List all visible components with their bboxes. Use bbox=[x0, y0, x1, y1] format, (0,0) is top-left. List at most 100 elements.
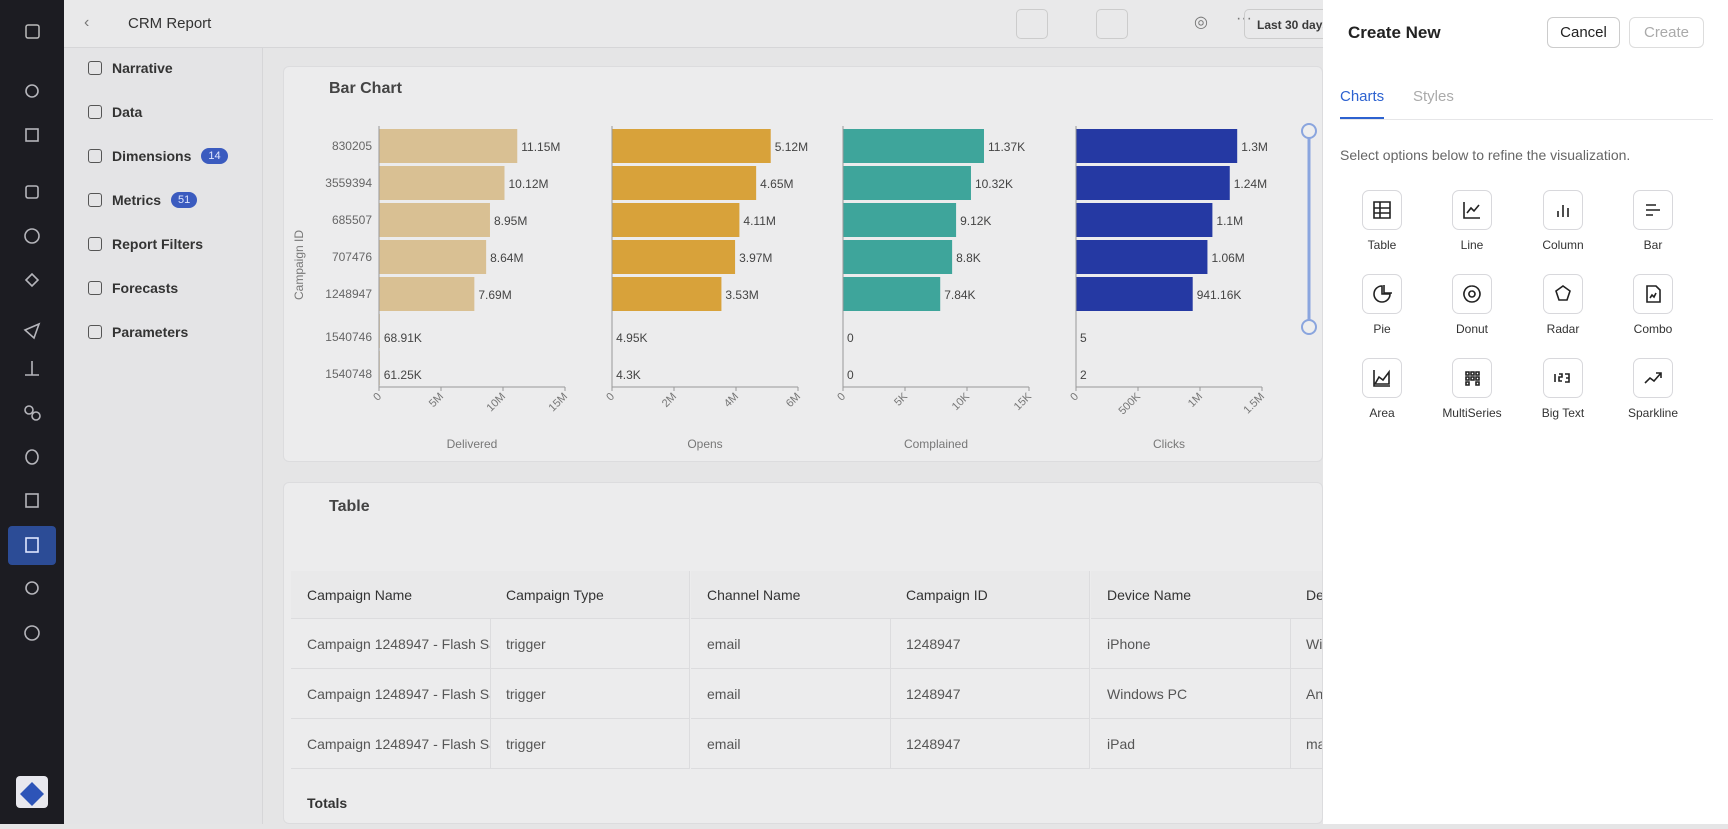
table-cell: An bbox=[1290, 669, 1323, 719]
option-icon-box bbox=[1633, 274, 1673, 314]
column-header[interactable]: Device Name bbox=[1091, 571, 1291, 619]
table-cell: trigger bbox=[490, 619, 690, 669]
option-glyph bbox=[1558, 205, 1568, 217]
option-icon-box bbox=[1633, 190, 1673, 230]
column-header[interactable]: Campaign Name bbox=[291, 571, 491, 619]
bar bbox=[843, 166, 971, 200]
chart-option[interactable]: Table bbox=[1337, 190, 1427, 252]
table-cell: iPad bbox=[1091, 719, 1291, 769]
x-tick-label: 0 bbox=[371, 391, 384, 404]
tab[interactable]: Charts bbox=[1340, 88, 1384, 105]
option-icon-box bbox=[1543, 358, 1583, 398]
chart-option[interactable]: Pie bbox=[1337, 274, 1427, 336]
bar bbox=[843, 203, 956, 237]
option-icon-box bbox=[1362, 358, 1402, 398]
bar bbox=[1076, 166, 1230, 200]
chart-option[interactable]: MultiSeries bbox=[1427, 358, 1517, 420]
panel-title: Create New bbox=[1348, 23, 1441, 43]
bar bbox=[379, 203, 490, 237]
bar bbox=[379, 166, 504, 200]
totals-label: Totals bbox=[307, 795, 347, 811]
x-axis-label: Clicks bbox=[1153, 437, 1185, 451]
tab[interactable]: Styles bbox=[1413, 88, 1454, 105]
option-glyph bbox=[1556, 286, 1570, 300]
bar bbox=[612, 166, 756, 200]
y-axis-label: Campaign ID bbox=[292, 230, 306, 300]
column-header[interactable]: De bbox=[1290, 571, 1323, 619]
bar-chart: Campaign ID83020535593946855077074761248… bbox=[0, 0, 1323, 480]
option-icon-box bbox=[1452, 190, 1492, 230]
column-header[interactable]: Campaign ID bbox=[890, 571, 1090, 619]
value-label: 11.37K bbox=[988, 140, 1025, 154]
x-axis-label: Complained bbox=[904, 437, 968, 451]
x-tick-label: 5M bbox=[427, 391, 446, 410]
y-tick-label: 3559394 bbox=[325, 176, 372, 190]
bar bbox=[612, 129, 771, 163]
chart-option[interactable]: Donut bbox=[1427, 274, 1517, 336]
option-glyph bbox=[1464, 202, 1480, 218]
table-cell: Campaign 1248947 - Flash Sal bbox=[291, 719, 491, 769]
chart-option[interactable]: Big Text bbox=[1518, 358, 1608, 420]
chart-option[interactable]: Column bbox=[1518, 190, 1608, 252]
slider-handle[interactable] bbox=[1302, 124, 1316, 138]
option-label: Sparkline bbox=[1608, 406, 1698, 420]
option-icon-box bbox=[1543, 190, 1583, 230]
value-label: 10.12M bbox=[508, 177, 548, 191]
table-cell: Windows PC bbox=[1091, 669, 1291, 719]
value-label: 5 bbox=[1080, 331, 1087, 345]
column-header[interactable]: Campaign Type bbox=[490, 571, 690, 619]
chart-option[interactable]: Radar bbox=[1518, 274, 1608, 336]
value-label: 1.3M bbox=[1241, 140, 1268, 154]
x-tick-label: 6M bbox=[784, 391, 803, 410]
option-icon bbox=[1372, 368, 1392, 388]
option-label: MultiSeries bbox=[1427, 406, 1517, 420]
chart-option[interactable]: Area bbox=[1337, 358, 1427, 420]
x-tick-label: 0 bbox=[1068, 391, 1081, 404]
value-label: 1.24M bbox=[1234, 177, 1267, 191]
chart-option[interactable]: Sparkline bbox=[1608, 358, 1698, 420]
value-label: 0 bbox=[847, 368, 854, 382]
create-button[interactable]: Create bbox=[1629, 17, 1704, 48]
hint: Select options below to refine the visua… bbox=[1340, 147, 1630, 163]
table-cell: Campaign 1248947 - Flash Sal bbox=[291, 619, 491, 669]
chart-option[interactable]: Line bbox=[1427, 190, 1517, 252]
bar bbox=[1076, 129, 1237, 163]
chart-option[interactable]: Combo bbox=[1608, 274, 1698, 336]
value-label: 9.12K bbox=[960, 214, 991, 228]
bar bbox=[843, 240, 952, 274]
bar bbox=[1076, 240, 1207, 274]
cancel-button[interactable]: Cancel bbox=[1547, 17, 1620, 48]
option-glyph bbox=[1464, 286, 1480, 302]
value-label: 941.16K bbox=[1197, 288, 1242, 302]
value-label: 1.06M bbox=[1211, 251, 1244, 265]
option-glyph bbox=[1374, 202, 1390, 218]
chart-option[interactable]: Bar bbox=[1608, 190, 1698, 252]
option-label: Area bbox=[1337, 406, 1427, 420]
value-label: 7.69M bbox=[478, 288, 511, 302]
x-axis-label: Delivered bbox=[447, 437, 498, 451]
bar bbox=[1076, 277, 1193, 311]
table-cell: Wi bbox=[1290, 619, 1323, 669]
x-tick-label: 1.5M bbox=[1241, 391, 1267, 417]
option-icon bbox=[1643, 368, 1663, 388]
value-label: 2 bbox=[1080, 368, 1087, 382]
option-icon bbox=[1462, 368, 1482, 388]
table-cell: email bbox=[691, 719, 891, 769]
value-label: 5.12M bbox=[775, 140, 808, 154]
column-header[interactable]: Channel Name bbox=[691, 571, 891, 619]
x-tick-label: 15M bbox=[546, 391, 570, 415]
option-glyph bbox=[1647, 286, 1660, 302]
option-icon bbox=[1643, 284, 1663, 304]
slider-handle[interactable] bbox=[1302, 320, 1316, 334]
value-label: 8.8K bbox=[956, 251, 981, 265]
option-icon bbox=[1372, 284, 1392, 304]
option-glyph bbox=[1646, 205, 1660, 215]
option-glyph bbox=[1645, 373, 1661, 383]
x-tick-label: 0 bbox=[604, 391, 617, 404]
option-glyph bbox=[1374, 370, 1390, 386]
